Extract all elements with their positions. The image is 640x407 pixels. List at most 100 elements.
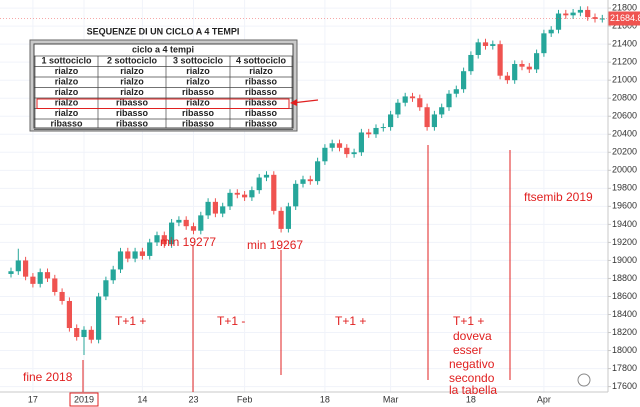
x-tick-label: 23 xyxy=(188,394,198,404)
y-tick-label: 18400 xyxy=(612,309,637,319)
candle-body xyxy=(541,33,547,54)
candle-body xyxy=(322,147,328,162)
candle-body xyxy=(59,291,65,301)
y-tick-label: 19200 xyxy=(612,237,637,247)
candle-body xyxy=(293,183,299,207)
candle-body xyxy=(263,174,270,178)
y-tick-label: 20200 xyxy=(612,147,637,157)
table-cell: ribasso xyxy=(182,108,215,118)
y-tick-label: 21600 xyxy=(612,21,637,31)
candle-body xyxy=(300,179,306,184)
candle-body xyxy=(512,63,518,81)
candle-body xyxy=(424,107,430,128)
candle-body xyxy=(548,29,554,34)
candle-body xyxy=(117,251,124,270)
table-cell: rialzo xyxy=(55,98,79,108)
candle-body xyxy=(249,190,255,198)
candle-body xyxy=(220,206,226,214)
y-tick-label: 21000 xyxy=(612,75,637,85)
table-cell: rialzo xyxy=(120,87,144,97)
candle-body xyxy=(198,215,204,231)
y-tick-label: 19400 xyxy=(612,219,637,229)
candle-body xyxy=(205,201,211,216)
candle-body xyxy=(125,251,131,259)
annotation: doveva xyxy=(453,329,492,343)
annotation: fine 2018 xyxy=(23,370,73,384)
candle-body xyxy=(555,13,562,30)
candle-body xyxy=(439,107,445,115)
table-cell: rialzo xyxy=(186,77,210,87)
candle-body xyxy=(96,296,102,340)
table-overlay: SEQUENZE DI UN CICLO A 4 TEMPI ciclo a 4 … xyxy=(29,26,319,132)
annotation: ftsemib 2019 xyxy=(524,190,593,204)
table-inner xyxy=(33,43,294,129)
candle-body xyxy=(468,54,474,72)
candle-body xyxy=(66,300,72,329)
candle-body xyxy=(563,13,569,16)
candle-body xyxy=(30,276,36,284)
candle-body xyxy=(366,132,372,135)
x-tick-label: 2019 xyxy=(74,394,94,404)
last-price-box xyxy=(608,11,640,26)
candle-body xyxy=(212,201,218,214)
table-cell: rialzo xyxy=(249,66,273,76)
table-cell: rialzo xyxy=(186,98,210,108)
x-tick-label: Mar xyxy=(383,394,399,404)
candle-body xyxy=(278,210,284,229)
candle-body xyxy=(227,192,233,207)
candle-body xyxy=(395,102,401,115)
candle-body xyxy=(285,206,291,229)
candle-body xyxy=(497,44,503,76)
table-cell: ribasso xyxy=(245,108,278,118)
settings-icon[interactable] xyxy=(577,373,591,387)
candle-body xyxy=(409,96,416,99)
candle-body xyxy=(315,161,321,182)
table-cell: ribasso xyxy=(182,87,215,97)
candle-body xyxy=(234,192,240,195)
candle-body xyxy=(81,329,87,338)
y-tick-label: 20000 xyxy=(612,165,637,175)
candle-body xyxy=(475,42,481,55)
candle-body xyxy=(351,152,357,155)
candle-body xyxy=(461,71,467,90)
annotations: min 19277 min 19267 fine 2018 T+1 + T+1 - T+1… xyxy=(23,145,593,397)
x-tick-label: 17 xyxy=(28,394,38,404)
candle-body xyxy=(242,194,248,198)
candle-body xyxy=(52,278,58,292)
x-tick-highlight xyxy=(69,392,99,407)
annotation: la tabella xyxy=(449,383,497,397)
candle-body xyxy=(74,328,80,338)
candles: 21684.84 xyxy=(0,6,640,356)
candle-body xyxy=(358,132,364,153)
annotation: min 19267 xyxy=(247,238,303,252)
candle-body xyxy=(256,177,262,191)
candle-body xyxy=(482,42,489,46)
candle-body xyxy=(161,235,167,245)
table-cell: ribasso xyxy=(116,119,149,129)
table-column: 3 sottociclo xyxy=(173,56,224,66)
y-tick-label: 18000 xyxy=(612,345,637,355)
y-tick-label: 18600 xyxy=(612,291,637,301)
table-cell: rialzo xyxy=(55,108,79,118)
table-cell: ribasso xyxy=(245,119,278,129)
candle-body xyxy=(519,63,525,67)
candle-body xyxy=(417,98,423,108)
y-tick-label: 21400 xyxy=(612,39,637,49)
x-tick-label: 18 xyxy=(466,394,476,404)
table-cell: ribasso xyxy=(245,98,278,108)
table-column: 4 sottociclo xyxy=(236,56,287,66)
candle-body xyxy=(388,114,394,128)
candle-body xyxy=(446,93,452,108)
table-title: SEQUENZE DI UN CICLO A 4 TEMPI xyxy=(87,26,240,36)
x-tick-label: 14 xyxy=(137,394,147,404)
candle-body xyxy=(453,89,459,94)
candle-body xyxy=(110,269,116,281)
table-header: ciclo a 4 tempi xyxy=(132,44,194,54)
y-tick-label: 20600 xyxy=(612,111,637,121)
x-tick-label: Apr xyxy=(537,394,551,404)
annotation: T+1 + xyxy=(115,314,146,328)
table-cell: ribasso xyxy=(182,119,215,129)
